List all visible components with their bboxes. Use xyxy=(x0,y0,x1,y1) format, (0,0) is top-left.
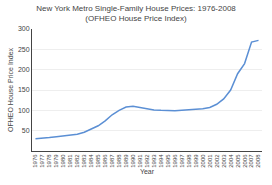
svg-text:2001: 2001 xyxy=(207,154,213,168)
svg-text:1994: 1994 xyxy=(158,154,164,168)
svg-text:1983: 1983 xyxy=(81,154,87,168)
svg-text:1991: 1991 xyxy=(137,154,143,168)
svg-text:1986: 1986 xyxy=(102,154,108,168)
svg-text:1984: 1984 xyxy=(88,154,94,168)
svg-text:2006: 2006 xyxy=(242,154,248,168)
svg-text:1976: 1976 xyxy=(32,154,38,168)
svg-text:1981: 1981 xyxy=(67,154,73,168)
svg-text:150: 150 xyxy=(18,86,30,93)
svg-text:1987: 1987 xyxy=(109,154,115,168)
svg-text:300: 300 xyxy=(18,25,30,32)
svg-text:2005: 2005 xyxy=(235,154,241,168)
svg-text:1979: 1979 xyxy=(53,154,59,168)
svg-text:Year: Year xyxy=(140,168,155,175)
svg-text:1978: 1978 xyxy=(46,154,52,168)
svg-text:1982: 1982 xyxy=(74,154,80,168)
svg-text:100: 100 xyxy=(18,107,30,114)
svg-text:2007: 2007 xyxy=(249,154,255,168)
svg-text:1977: 1977 xyxy=(39,154,45,168)
svg-text:1999: 1999 xyxy=(193,154,199,168)
svg-text:1998: 1998 xyxy=(186,154,192,168)
svg-text:1990: 1990 xyxy=(130,154,136,168)
svg-text:2002: 2002 xyxy=(214,154,220,168)
svg-text:OFHEO House Price Index: OFHEO House Price Index xyxy=(7,47,14,132)
svg-text:1989: 1989 xyxy=(123,154,129,168)
svg-text:1995: 1995 xyxy=(165,154,171,168)
svg-text:1997: 1997 xyxy=(179,154,185,168)
svg-text:1980: 1980 xyxy=(60,154,66,168)
svg-text:1985: 1985 xyxy=(95,154,101,168)
svg-text:2004: 2004 xyxy=(228,154,234,168)
svg-text:200: 200 xyxy=(18,66,30,73)
svg-text:50: 50 xyxy=(22,127,30,134)
svg-text:1988: 1988 xyxy=(116,154,122,168)
svg-text:2008: 2008 xyxy=(255,154,261,168)
svg-text:1996: 1996 xyxy=(172,154,178,168)
svg-text:1993: 1993 xyxy=(151,154,157,168)
svg-text:New York Metro Single-Family H: New York Metro Single-Family House Price… xyxy=(36,4,236,23)
svg-text:1992: 1992 xyxy=(144,154,150,168)
svg-text:2003: 2003 xyxy=(221,154,227,168)
svg-text:2000: 2000 xyxy=(200,154,206,168)
svg-text:250: 250 xyxy=(18,46,30,53)
